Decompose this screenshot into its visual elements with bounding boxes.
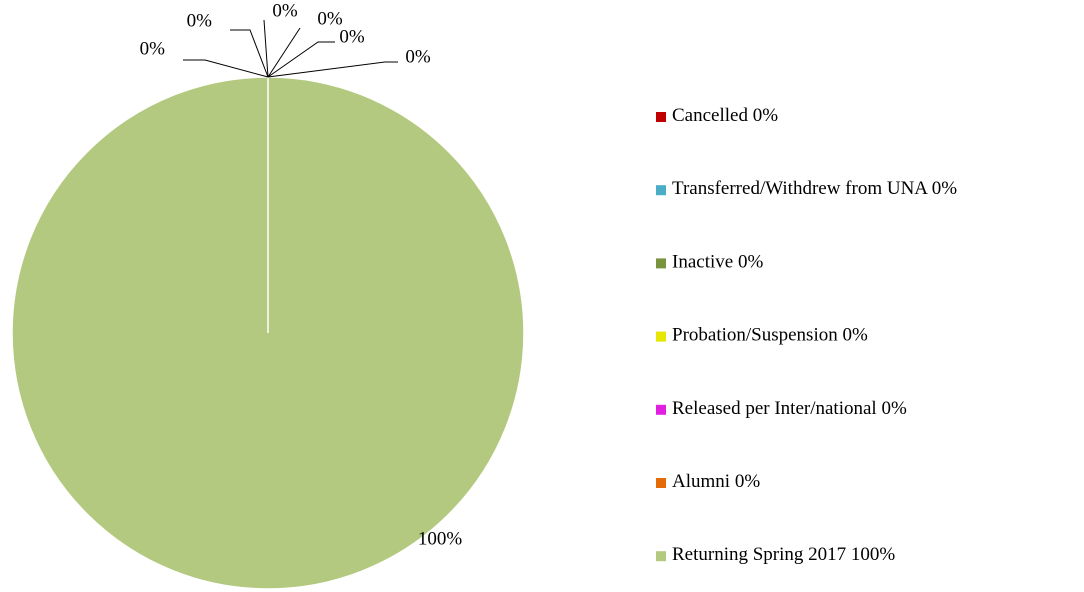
leader-line [183, 59, 269, 78]
legend-value: 0% [738, 252, 764, 273]
legend-value: 0% [932, 179, 958, 200]
legend-category: Probation/Suspension [672, 325, 838, 346]
legend-category: Transferred/Withdrew from UNA [672, 179, 928, 200]
data-label: 0% [405, 46, 431, 67]
legend-category: Cancelled [672, 105, 748, 126]
data-label: 0% [187, 10, 213, 31]
legend-value: 0% [881, 398, 907, 419]
legend-value: 0% [842, 325, 868, 346]
legend-swatch [656, 551, 666, 562]
legend-label: Returning Spring 2017 100% [672, 545, 895, 566]
legend-label: Inactive 0% [672, 252, 763, 273]
data-label: 0% [272, 0, 298, 21]
legend-category: Inactive [672, 252, 733, 273]
legend-label: Cancelled 0% [672, 105, 778, 126]
data-label: 0% [317, 8, 343, 29]
legend-label: Released per Inter/national 0% [672, 398, 907, 419]
legend-label: Alumni 0% [672, 471, 760, 492]
legend-category: Released per Inter/national [672, 398, 877, 419]
data-label: 0% [339, 26, 365, 47]
legend-swatch [656, 404, 666, 415]
legend-category: Returning Spring 2017 [672, 545, 846, 566]
legend-value: 100% [851, 545, 896, 566]
leader-line [263, 19, 269, 78]
legend-swatch [656, 185, 666, 196]
leader-line [230, 29, 269, 78]
legend-label: Transferred/Withdrew from UNA 0% [672, 179, 957, 200]
leader-line [267, 41, 335, 78]
data-label: 100% [418, 528, 463, 549]
legend-value: 0% [735, 471, 761, 492]
legend-label: Probation/Suspension 0% [672, 325, 868, 346]
leader-line [267, 61, 398, 78]
data-label: 0% [140, 38, 166, 59]
legend-swatch [656, 331, 666, 342]
legend-value: 0% [753, 105, 779, 126]
pie-slice [11, 76, 525, 590]
legend-swatch [656, 478, 666, 488]
legend-category: Alumni [672, 471, 730, 492]
legend-swatch [656, 112, 666, 122]
legend-swatch [656, 258, 666, 269]
leader-line [267, 27, 301, 78]
